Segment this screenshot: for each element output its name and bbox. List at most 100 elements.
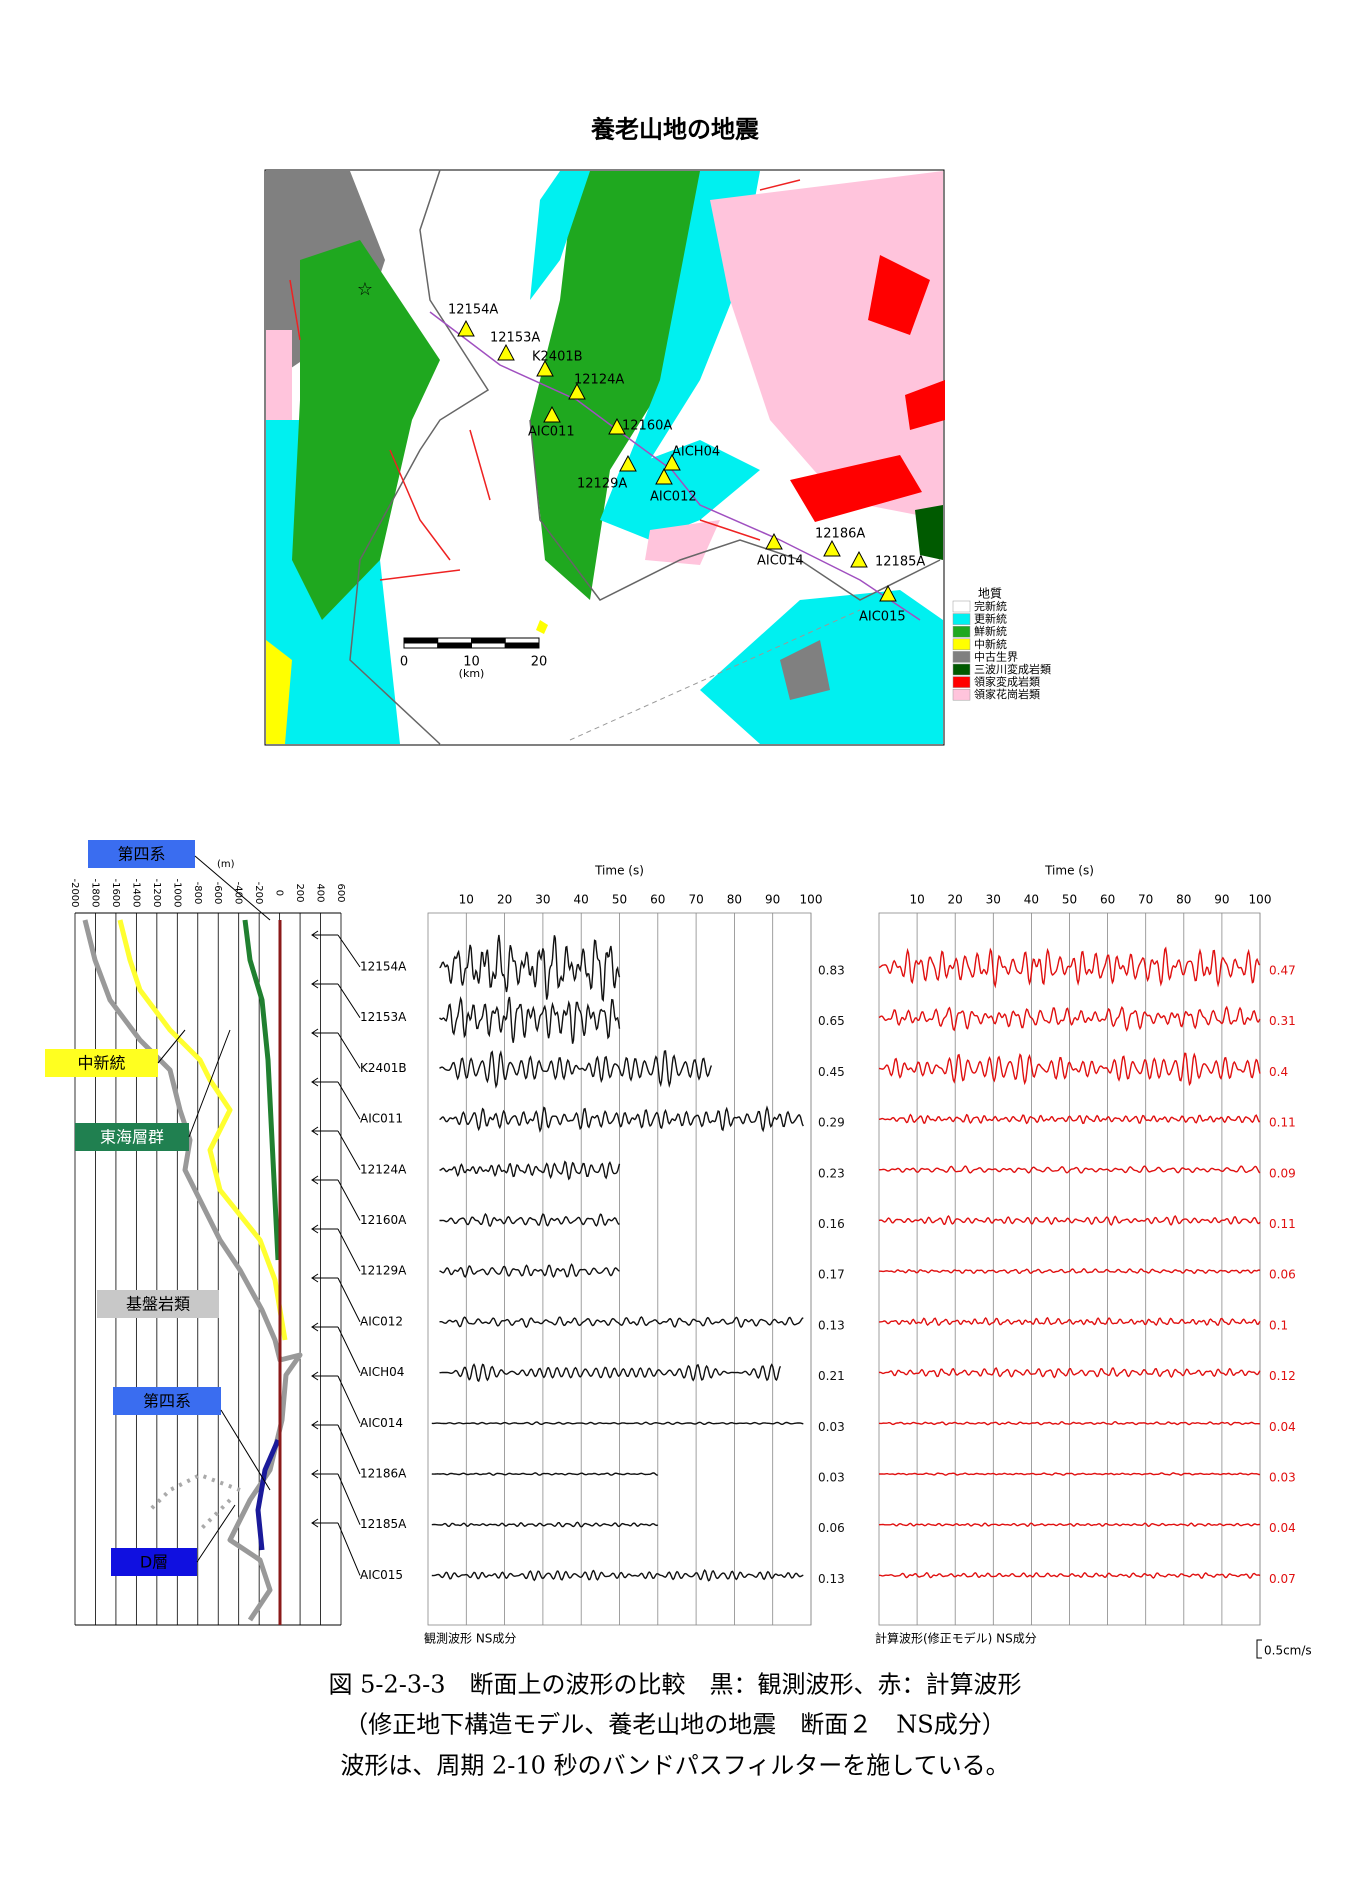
- station-label: AIC012: [650, 490, 697, 505]
- layer-label-box: [88, 840, 195, 868]
- layer-label-box: [97, 1290, 219, 1318]
- amplitude-label: 0.06: [818, 1521, 845, 1535]
- station-label: 12129A: [577, 477, 627, 492]
- waveform: [431, 1569, 804, 1582]
- waveform: [431, 1421, 804, 1426]
- waveform: [878, 1215, 1261, 1226]
- layer-label-box: [75, 1123, 189, 1151]
- station-label: K2401B: [532, 350, 583, 365]
- scale-unit: (km): [459, 667, 485, 680]
- station-arrow: [311, 1420, 361, 1475]
- amplitude-label: 0.03: [818, 1471, 845, 1485]
- station-arrow: [311, 1322, 361, 1373]
- geology-area: [780, 640, 830, 700]
- station-marker: [497, 343, 515, 361]
- axis-title: Time (s): [1044, 864, 1094, 878]
- time-tick-label: 10: [909, 893, 924, 907]
- section-station-label: 12129A: [360, 1264, 407, 1278]
- station-arrow: [311, 1518, 361, 1576]
- amplitude-label: 0.03: [1269, 1471, 1296, 1485]
- time-tick-label: 70: [1138, 893, 1153, 907]
- geology-area: [600, 440, 760, 540]
- station-arrow: [311, 1077, 361, 1120]
- amplitude-label: 0.65: [818, 1014, 845, 1028]
- waveform: [439, 1105, 804, 1133]
- depth-tick-label: -1600: [110, 878, 121, 907]
- depth-tick-label: 0: [274, 890, 285, 896]
- waveform: [439, 1263, 620, 1279]
- map-title: 養老山地の地震: [591, 115, 760, 144]
- amplitude-label: 0.23: [818, 1166, 845, 1180]
- geology-area: [536, 620, 548, 634]
- layer-label-box: [45, 1049, 158, 1077]
- geology-area: [645, 520, 720, 565]
- waveform: [879, 1165, 1261, 1174]
- station-arrow: [311, 1175, 361, 1221]
- section-station-label: 12186A: [360, 1467, 407, 1481]
- scale-segment: [403, 637, 439, 644]
- section-station-label: AIC015: [360, 1568, 403, 1582]
- legend-swatch: [952, 638, 971, 651]
- section-station-label: AIC012: [360, 1314, 403, 1328]
- depth-tick-label: -1800: [89, 878, 100, 907]
- geology-area: [915, 505, 943, 560]
- waveform: [879, 1316, 1261, 1327]
- legend-label: 中新統: [974, 637, 1007, 651]
- legend-swatch: [952, 676, 971, 688]
- waveform: [439, 1212, 620, 1228]
- section-station-label: 12185A: [360, 1517, 407, 1531]
- station-marker: [568, 382, 586, 400]
- geology-area: [790, 455, 922, 522]
- section-station-label: 12160A: [360, 1213, 407, 1227]
- station-arrow: [311, 1126, 361, 1171]
- quaternary-curve: [255, 1439, 281, 1551]
- amplitude-label: 0.04: [1269, 1420, 1296, 1434]
- time-tick-label: 10: [459, 893, 474, 907]
- axis-title: Time (s): [594, 864, 644, 878]
- station-label: 12185A: [875, 555, 925, 570]
- amplitude-label: 0.13: [818, 1572, 845, 1586]
- station-label: 12124A: [574, 373, 624, 388]
- layer-label: 東海層群: [100, 1128, 164, 1147]
- waveform: [879, 1472, 1261, 1476]
- legend-label: 三波川変成岩類: [974, 662, 1051, 676]
- scale-segment: [403, 642, 439, 649]
- legend-swatch: [952, 613, 971, 625]
- legend-swatch: [952, 663, 971, 676]
- station-marker: [536, 359, 554, 377]
- legend-label: 鮮新統: [974, 624, 1007, 638]
- panel-frame: [427, 912, 812, 1626]
- station-arrow: [311, 1028, 361, 1069]
- amplitude-label: 0.06: [1269, 1268, 1296, 1282]
- station-marker: [663, 453, 681, 471]
- scale-segment: [504, 642, 540, 649]
- basement-curve: [82, 919, 303, 1622]
- time-tick-label: 50: [1062, 893, 1077, 907]
- layer-label: 第四系: [117, 845, 165, 864]
- waveform: [439, 1316, 804, 1329]
- legend-label: 完新統: [974, 599, 1007, 613]
- geology-area: [530, 171, 712, 600]
- time-tick-label: 80: [1176, 893, 1191, 907]
- section-station-label: 12154A: [360, 960, 407, 974]
- geology-area: [905, 380, 945, 430]
- scale-tick-label: 20: [531, 655, 548, 670]
- dashed-line: [569, 609, 861, 741]
- station-marker: [850, 550, 868, 568]
- waveform: [878, 1005, 1261, 1032]
- depth-tick-label: -800: [192, 882, 203, 905]
- waveform: [439, 1363, 782, 1383]
- waveform: [878, 1367, 1261, 1379]
- waveform: [439, 1160, 621, 1181]
- depth-tick-label: -200: [253, 882, 264, 905]
- waveform: [439, 934, 621, 1003]
- time-tick-label: 40: [574, 893, 589, 907]
- legend-swatch: [952, 688, 971, 701]
- time-tick-label: 70: [688, 893, 703, 907]
- time-tick-label: 50: [612, 893, 627, 907]
- amplitude-label: 0.03: [818, 1420, 845, 1434]
- station-arrow: [311, 1273, 361, 1323]
- time-tick-label: 100: [800, 893, 823, 907]
- scale-segment: [504, 637, 540, 644]
